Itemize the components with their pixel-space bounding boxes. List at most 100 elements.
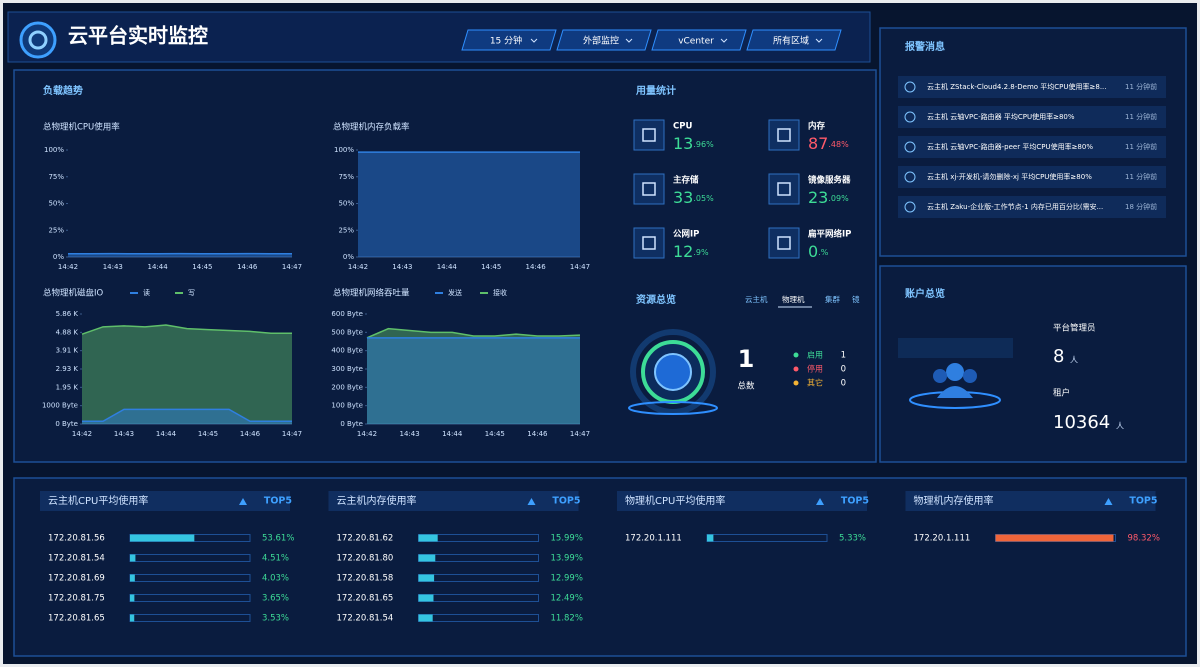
line [366, 327, 581, 339]
usage-value: 23.09% [808, 188, 849, 207]
usage-integer: 12 [673, 242, 693, 261]
usage-value: 0.% [808, 242, 829, 261]
dropdown-arrow [625, 38, 633, 43]
usage-icon [768, 227, 800, 259]
y-tick-label: 1.95 K [56, 383, 79, 391]
bar [130, 534, 195, 542]
top5-value: 13.99% [551, 554, 583, 564]
resource-tab: 镜 [852, 294, 860, 304]
alert-time: 11 分钟前 [1125, 82, 1157, 91]
y-tick-label: 0% [343, 253, 354, 261]
usage-icon [633, 173, 665, 205]
x-tick-label: 14:43 [114, 430, 134, 438]
usage-icon-glyph [642, 236, 656, 250]
usage-icon-glyph [777, 236, 791, 250]
filter-label[interactable]: vCenter [678, 37, 714, 47]
filter-label[interactable]: 外部监控 [583, 35, 619, 47]
alert-item[interactable] [898, 166, 1166, 188]
x-tick-label: 14:46 [527, 430, 548, 438]
area [367, 337, 580, 424]
sort-icon [527, 498, 536, 505]
unit: 人 [1116, 422, 1124, 431]
usage-value: 33.05% [673, 188, 714, 207]
usage-label: 镜像服务器 [808, 175, 851, 186]
usage-icon [768, 173, 800, 205]
y-tick-label: 300 Byte [331, 365, 363, 373]
top5-ip: 172.20.81.69 [48, 574, 105, 584]
sort-icon [239, 498, 247, 505]
usage-fraction: .96% [693, 140, 714, 149]
alert-item[interactable] [898, 136, 1166, 158]
alert-item[interactable] [898, 106, 1166, 128]
sort-icon [1104, 498, 1113, 505]
y-tick-label: 25% [338, 226, 354, 234]
legend-value: 0 [841, 379, 846, 389]
top5-ip: 172.20.81.62 [337, 534, 394, 544]
alert-time: 11 分钟前 [1125, 112, 1157, 121]
admin-count: 8 [1053, 346, 1064, 367]
alert-text: 云主机 云轴VPC-路由器-peer 平均CPU使用率≥80% [927, 142, 1093, 151]
y-tick-label: 600 Byte [331, 310, 363, 318]
avatar [946, 363, 964, 381]
bar [418, 554, 436, 562]
usage-value: 13.96% [673, 134, 714, 153]
usage-fraction: .09% [828, 194, 849, 203]
area [82, 409, 292, 424]
legend-label: 接收 [493, 288, 507, 297]
top5-header [905, 491, 1156, 511]
legend-label: 启用 [807, 350, 823, 360]
top5-ip: 172.20.81.65 [48, 614, 105, 624]
sort-icon [816, 498, 824, 505]
dropdown-arrow [815, 38, 823, 43]
usage-integer: 23 [808, 188, 828, 207]
y-tick-label: 500 Byte [331, 328, 363, 336]
area [358, 152, 580, 257]
top5-value: 4.51% [262, 554, 289, 564]
x-tick-label: 14:42 [357, 430, 377, 438]
account-panel [879, 265, 1187, 463]
usage-label: 内存 [808, 121, 826, 132]
tenant-count: 10364 [1053, 412, 1110, 433]
alert-item[interactable] [898, 76, 1166, 98]
filter-tab[interactable] [556, 29, 652, 51]
top5-value: 98.32% [1128, 534, 1160, 544]
top5-badge: TOP5 [841, 496, 869, 507]
x-tick-label: 14:47 [570, 263, 590, 271]
usage-integer: 0 [808, 242, 818, 261]
top5-value: 4.03% [262, 574, 289, 584]
top5-ip: 172.20.81.75 [48, 594, 105, 604]
top5-badge: TOP5 [1129, 496, 1157, 507]
alert-text: 云主机 ZStack-Cloud4.2.8-Demo 平均CPU使用率≥8... [927, 82, 1107, 91]
usage-integer: 87 [808, 134, 828, 153]
bar [707, 534, 714, 542]
y-tick-label: 5.86 K [56, 310, 79, 318]
x-tick-label: 14:43 [400, 430, 420, 438]
x-tick-label: 14:44 [442, 430, 463, 438]
y-tick-label: 75% [48, 173, 64, 181]
filter-tab[interactable] [461, 29, 557, 51]
y-tick-label: 2.93 K [56, 365, 79, 373]
x-tick-label: 14:47 [570, 430, 590, 438]
filter-tab[interactable] [746, 29, 842, 51]
dropdown-arrow [720, 38, 728, 43]
filter-label[interactable]: 15 分钟 [490, 35, 522, 47]
usage-fraction: .% [818, 248, 829, 257]
top5-value: 15.99% [551, 534, 583, 544]
filter-label[interactable]: 所有区域 [773, 35, 809, 47]
chart-title: 总物理机CPU使用率 [43, 122, 120, 133]
avatar [933, 369, 947, 383]
alert-item[interactable] [898, 196, 1166, 218]
resource-total: 1 [738, 345, 755, 373]
top5-ip: 172.20.81.65 [337, 594, 394, 604]
y-tick-label: 3.91 K [56, 347, 79, 355]
top5-ip: 172.20.81.58 [337, 574, 394, 584]
usage-value: 87.48% [808, 134, 849, 153]
logo [19, 21, 57, 59]
filter-tab[interactable] [651, 29, 747, 51]
top5-value: 53.61% [262, 534, 294, 544]
usage-label: 主存储 [673, 175, 699, 186]
x-tick-label: 14:43 [392, 263, 412, 271]
top5-header [328, 491, 579, 511]
